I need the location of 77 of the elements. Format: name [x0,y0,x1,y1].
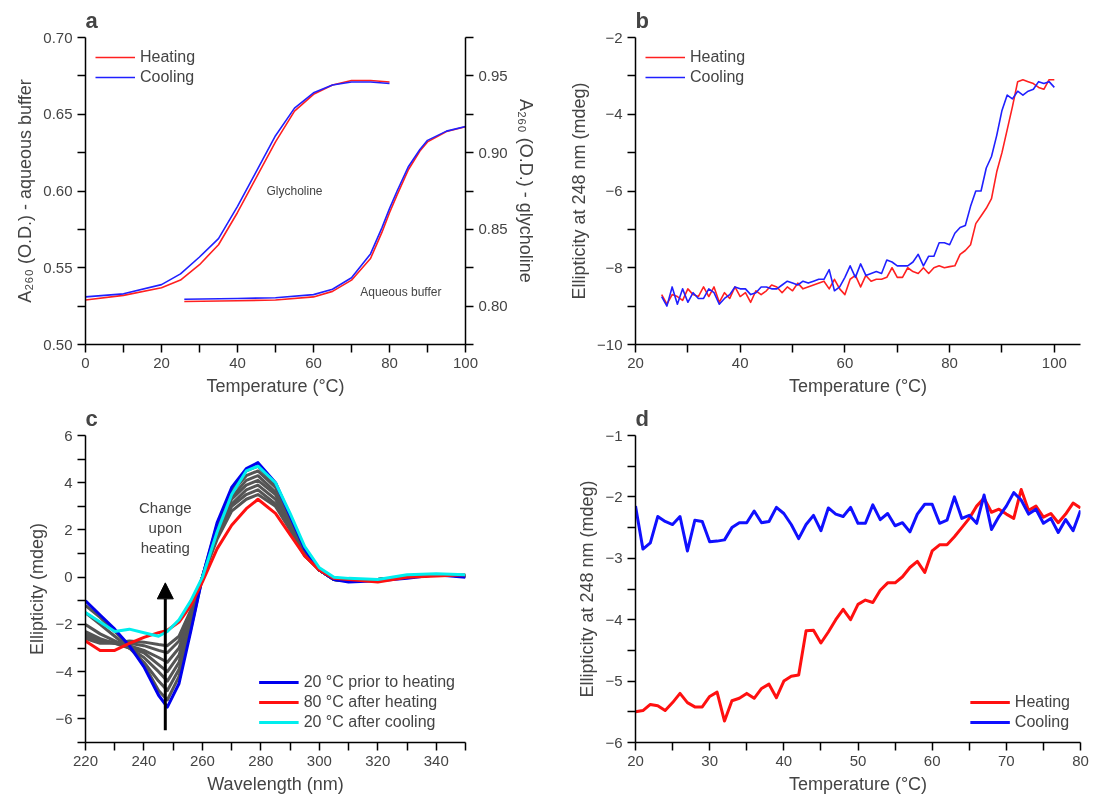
x-tick-label: 40 [731,353,749,371]
y-tick-label: −4 [55,662,73,680]
y-tick-label: −2 [55,615,73,633]
legend-label: Cooling [140,68,195,86]
x-tick-label: 0 [81,353,90,371]
y-tick-label: −5 [605,672,623,690]
annotation: Aqueous buffer [360,285,442,300]
y-tick-label: 6 [64,426,73,444]
y-tick-label: 0.60 [43,182,73,199]
y-tick-label: −3 [605,549,623,567]
legend-label: Heating [1014,693,1070,711]
x-axis-title: Temperature (°C) [788,375,928,396]
x-tick-label: 240 [131,751,157,769]
chart-title: b [635,7,649,33]
x-tick-label: 280 [248,751,274,769]
x-tick-label: 40 [775,751,793,769]
x-tick-label: 320 [365,751,391,769]
y-tick-label: −8 [605,258,623,276]
y-tick-label: 0.50 [43,335,73,353]
y-tick-label: 0.70 [43,28,73,46]
x-tick-label: 60 [305,353,322,371]
y-tick-label: −10 [597,335,623,353]
y-tick-label: 2 [64,520,73,538]
y-tick-label: −6 [55,709,73,727]
x-axis-title: Temperature (°C) [788,773,928,794]
y-tick-label: 0.55 [43,258,73,276]
x-tick-label: 300 [306,751,332,769]
y-tick-label: −1 [605,426,623,444]
x-tick-label: 70 [997,751,1015,769]
y2-axis-title: A₂₆₀ (O.D.) - glycholine [515,99,536,283]
annotation: Glycholine [266,184,323,198]
legend-label: Cooling [1014,713,1070,731]
x-tick-label: 80 [1072,751,1089,769]
y2-tick-label: 0.95 [478,66,508,84]
x-axis-title: Temperature (°C) [206,375,345,396]
y-tick-label: −4 [605,610,623,628]
chart-title: a [85,7,99,33]
x-tick-label: 80 [941,353,958,371]
y-tick-label: 0.65 [43,105,73,123]
x-tick-label: 340 [423,751,449,769]
legend-label: 20 °C prior to heating [303,673,455,691]
y-tick-label: −6 [605,182,623,199]
x-tick-label: 20 [627,353,644,371]
y-axis-title: Ellipticity at 248 nm (mdeg) [569,82,590,300]
y-tick-label: 0 [64,568,73,586]
legend-label: 20 °C after cooling [303,713,436,731]
x-tick-label: 60 [923,751,941,769]
y-tick-label: 4 [64,473,73,491]
y-tick-label: −4 [605,105,623,123]
legend-label: Heating [140,48,196,66]
x-tick-label: 60 [836,353,854,371]
x-tick-label: 80 [381,353,398,371]
y2-tick-label: 0.90 [478,143,508,161]
x-tick-label: 20 [153,353,170,371]
y-tick-label: −2 [605,28,623,46]
y-axis-title: Ellipticity at 248 nm (mdeg) [577,480,598,698]
x-tick-label: 220 [72,751,99,769]
y2-tick-label: 0.80 [478,297,508,315]
x-tick-label: 100 [1041,353,1067,371]
y-tick-label: −2 [605,487,623,505]
legend-label: Cooling [690,68,745,86]
x-tick-label: 30 [701,751,719,769]
x-tick-label: 100 [452,353,479,371]
chart-title: c [85,405,98,431]
x-tick-label: 260 [189,751,215,769]
x-tick-label: 20 [627,751,644,769]
chart-title: d [635,405,649,431]
x-tick-label: 40 [229,353,246,371]
x-axis-title: Wavelength (nm) [207,773,344,794]
y-axis-title: A₂₆₀ (O.D.) - aqueous buffer [15,79,36,303]
annotation: Change upon heating [139,498,192,557]
y-axis-title: Ellipticity (mdeg) [27,522,48,656]
x-tick-label: 50 [849,751,867,769]
legend-label: 80 °C after heating [303,693,438,711]
y2-tick-label: 0.85 [478,220,508,238]
y-tick-label: −6 [605,733,623,751]
legend-label: Heating [690,48,746,66]
